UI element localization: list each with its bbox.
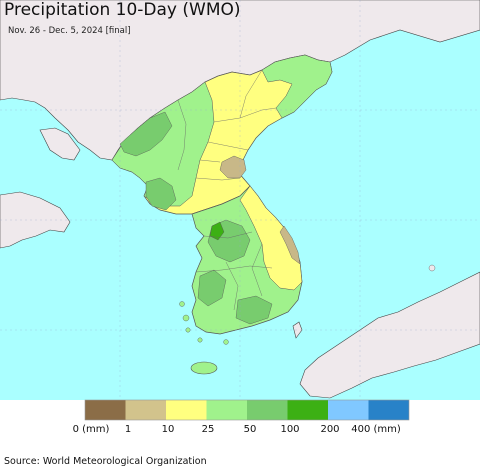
legend-labels: 0 (mm) 1 10 25 50 100 200 400 (mm) — [0, 424, 480, 438]
graticule — [0, 0, 480, 400]
legend — [84, 399, 410, 421]
legend-label-5: 100 — [280, 424, 300, 435]
nk-southwest-heavy — [145, 177, 177, 211]
source-credit: Source: World Meteorological Organizatio… — [4, 456, 207, 467]
island — [179, 301, 185, 307]
nk-east-dry — [219, 155, 247, 179]
legend-label-4: 50 — [243, 424, 257, 435]
sk-south-heavy — [235, 295, 273, 325]
legend-label-1: 1 — [124, 424, 132, 435]
legend-swatch-2 — [166, 400, 207, 420]
legend-swatch-0 — [85, 400, 126, 420]
legend-label-7: 400 (mm) — [351, 424, 401, 435]
legend-swatch-4 — [247, 400, 288, 420]
legend-label-3: 25 — [201, 424, 215, 435]
legend-swatch-5 — [287, 400, 328, 420]
legend-frame — [84, 399, 410, 421]
province-borders — [177, 69, 277, 311]
nk-northeast-green — [261, 54, 333, 119]
legend-swatch-1 — [125, 400, 166, 420]
island — [182, 314, 190, 322]
legend-swatch-3 — [206, 400, 247, 420]
sk-very-heavy — [209, 221, 225, 241]
legend-label-0: 0 (mm) — [72, 424, 110, 435]
island — [197, 337, 203, 343]
sk-east-dry — [279, 225, 301, 265]
island — [428, 264, 436, 272]
legend-label-2: 10 — [161, 424, 175, 435]
land-japan — [299, 271, 480, 399]
land-liaodong — [39, 127, 81, 161]
jeju-island — [190, 361, 218, 375]
map-title: Precipitation 10-Day (WMO) — [4, 0, 241, 20]
map-subtitle: Nov. 26 - Dec. 5, 2024 [final] — [8, 26, 131, 36]
legend-label-6: 200 — [320, 424, 340, 435]
sk-east-yellow — [239, 185, 303, 291]
nk-west-heavy — [119, 111, 173, 157]
sk-southwest-heavy — [197, 269, 227, 307]
legend-swatch-7 — [368, 400, 409, 420]
legend-swatch-6 — [328, 400, 369, 420]
island — [223, 339, 229, 345]
